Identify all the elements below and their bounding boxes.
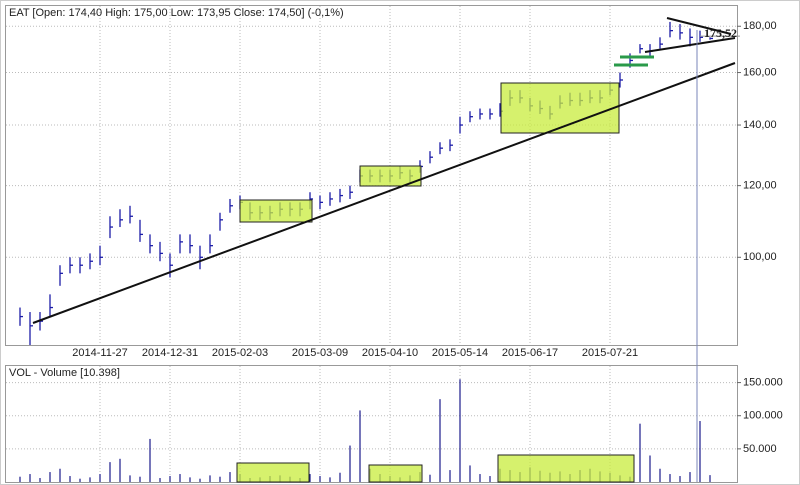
volume-bar <box>119 458 121 482</box>
y-tick-label: 140,00 <box>743 119 777 131</box>
x-tick-label: 2014-11-27 <box>72 347 127 359</box>
volume-bar <box>479 474 481 482</box>
volume-bar <box>469 465 471 482</box>
volume-bar <box>69 476 71 482</box>
y-tick-label: 50.000 <box>743 443 777 455</box>
y-tick-label: 100,00 <box>743 251 777 263</box>
volume-bar <box>689 472 691 482</box>
y-tick-label: 160,00 <box>743 66 777 78</box>
trend-line <box>32 62 736 324</box>
volume-bar <box>709 475 711 482</box>
volume-bar <box>109 462 111 482</box>
volume-bar <box>189 477 191 482</box>
highlight-box <box>500 82 620 134</box>
volume-title: VOL - Volume [10.398] <box>9 367 120 379</box>
volume-bar <box>319 476 321 482</box>
volume-bar <box>649 455 651 482</box>
price-panel <box>5 5 738 346</box>
volume-bar <box>129 475 131 482</box>
volume-bar <box>639 423 641 482</box>
volume-bar <box>169 476 171 482</box>
volume-bar <box>659 468 661 482</box>
volume-bar <box>339 472 341 482</box>
highlight-box <box>359 165 422 187</box>
highlight-box <box>497 454 635 483</box>
y-tick-label: 100.000 <box>743 410 783 422</box>
volume-bar <box>179 474 181 482</box>
x-tick-label: 2015-07-21 <box>582 347 638 359</box>
volume-bar <box>459 379 461 482</box>
highlight-box <box>368 464 423 483</box>
trend-line <box>644 37 736 53</box>
highlight-box <box>239 199 313 223</box>
x-tick-label: 2015-02-03 <box>212 347 268 359</box>
volume-bar <box>489 476 491 482</box>
volume-bar <box>349 445 351 482</box>
volume-bar <box>309 474 311 482</box>
volume-bar <box>89 477 91 482</box>
volume-bar <box>19 476 21 482</box>
volume-bar <box>359 410 361 482</box>
volume-bar <box>329 477 331 482</box>
x-tick-label: 2015-05-14 <box>432 347 488 359</box>
volume-bar <box>99 474 101 482</box>
x-tick-label: 2015-06-17 <box>502 347 558 359</box>
volume-bar <box>429 474 431 482</box>
volume-bar <box>199 478 201 482</box>
volume-bar <box>229 472 231 482</box>
highlight-box <box>236 462 310 483</box>
x-tick-label: 2015-03-09 <box>292 347 348 359</box>
volume-bar <box>219 476 221 482</box>
volume-bar <box>449 470 451 482</box>
volume-bar <box>149 438 151 482</box>
volume-bar <box>49 472 51 482</box>
volume-bar <box>669 474 671 482</box>
volume-bar <box>209 475 211 482</box>
volume-bar <box>139 476 141 482</box>
x-tick-label: 2014-12-31 <box>142 347 198 359</box>
annotations <box>32 17 736 483</box>
volume-bar <box>159 478 161 482</box>
volume-bar <box>29 474 31 482</box>
volume-bar <box>59 468 61 482</box>
trend-line <box>666 17 732 35</box>
volume-bar <box>679 476 681 482</box>
y-tick-label: 150.000 <box>743 376 783 388</box>
x-tick-label: 2015-04-10 <box>362 347 418 359</box>
y-tick-label: 120,00 <box>743 180 777 192</box>
volume-bar <box>699 421 701 482</box>
volume-bar <box>39 478 41 482</box>
volume-bar <box>439 399 441 482</box>
y-tick-label: 180,00 <box>743 20 777 32</box>
price-title: EAT [Open: 174,40 High: 175,00 Low: 173,… <box>9 7 344 19</box>
volume-bar <box>79 478 81 482</box>
